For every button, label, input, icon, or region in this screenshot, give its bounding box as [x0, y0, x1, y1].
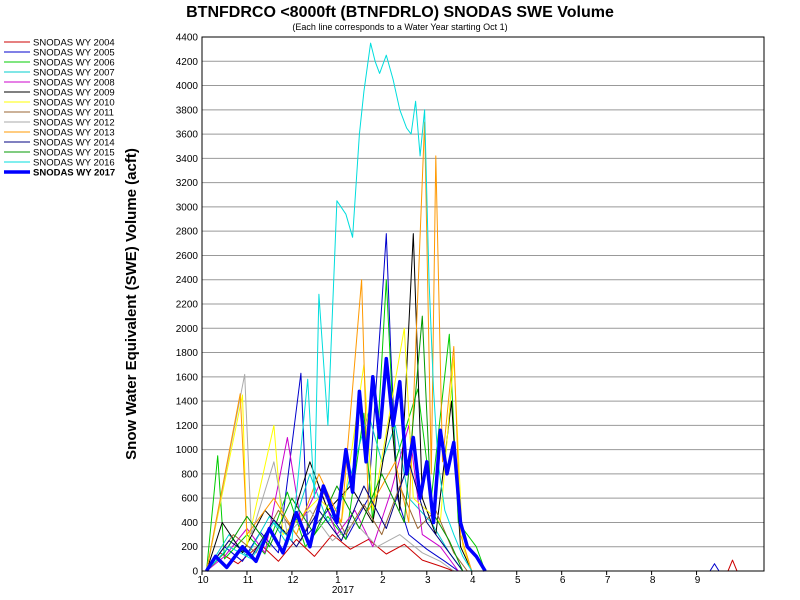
plot-area-frame — [201, 36, 765, 572]
legend-entry-label: SNODAS WY 2005 — [33, 48, 115, 59]
x-tick-label: 7 — [605, 575, 611, 586]
y-tick-label: 3400 — [176, 154, 199, 165]
x-tick-label: 1 — [335, 575, 341, 586]
y-tick-label: 4200 — [176, 57, 199, 68]
y-tick-label: 3000 — [176, 202, 199, 213]
chart-subtitle: (Each line corresponds to a Water Year s… — [292, 22, 507, 32]
y-tick-label: 400 — [181, 518, 198, 529]
legend-entry-label: SNODAS WY 2013 — [33, 128, 115, 139]
y-tick-label: 600 — [181, 494, 198, 505]
series-line-snodas-wy-2009 — [206, 233, 473, 572]
series-line-snodas-wy-2012 — [206, 373, 455, 572]
y-tick-label: 3600 — [176, 130, 199, 141]
x-tick-labels: 10 11 12 1 2 3 4 5 6 7 8 9 — [197, 571, 701, 586]
y-tick-label: 2800 — [176, 227, 199, 238]
y-tick-label: 2600 — [176, 251, 199, 262]
x-tick-label: 2 — [380, 575, 386, 586]
y-tick-labels: 0 200 400 600 800 1000 1200 1400 1600 1800 2000 220… — [176, 33, 199, 578]
legend-entry-label: SNODAS WY 2014 — [33, 138, 115, 149]
y-tick-label: 1400 — [176, 397, 199, 408]
x-axis-year-label: 2017 — [332, 585, 355, 596]
y-tick-label: 0 — [192, 567, 198, 578]
legend-entry-label: SNODAS WY 2016 — [33, 158, 115, 169]
y-tick-label: 1600 — [176, 372, 199, 383]
x-tick-label: 3 — [425, 575, 431, 586]
y-tick-label: 1000 — [176, 445, 199, 456]
y-tick-label: 800 — [181, 469, 198, 480]
legend-entry-label: SNODAS WY 2004 — [33, 38, 115, 49]
y-tick-label: 4000 — [176, 81, 199, 92]
x-tick-label: 11 — [243, 575, 254, 586]
legend-entry-label: SNODAS WY 2009 — [33, 88, 115, 99]
legend-entry-label: SNODAS WY 2017 — [33, 168, 115, 179]
y-tick-label: 200 — [181, 542, 198, 553]
x-tick-label: 12 — [287, 575, 299, 586]
legend-entry-label: SNODAS WY 2015 — [33, 148, 115, 159]
series-line-snodas-wy-2005 — [206, 233, 720, 572]
legend-entry-label: SNODAS WY 2008 — [33, 78, 115, 89]
legend-entry-label: SNODAS WY 2006 — [33, 58, 115, 69]
x-tick-label: 9 — [695, 575, 701, 586]
y-tick-label: 2000 — [176, 324, 199, 335]
x-tick-label: 4 — [470, 575, 476, 586]
legend-entry-label: SNODAS WY 2007 — [33, 68, 115, 79]
y-tick-label: 4400 — [176, 33, 199, 44]
x-tick-label: 6 — [560, 575, 566, 586]
y-tick-label: 1800 — [176, 348, 199, 359]
x-tick-label: 8 — [650, 575, 656, 586]
y-axis-label: Snow Water Equivalent (SWE) Volume (acft… — [123, 148, 140, 460]
y-tick-label: 1200 — [176, 421, 199, 432]
series-lines — [205, 42, 738, 572]
y-tick-label: 2400 — [176, 275, 199, 286]
series-line-snodas-wy-2016 — [206, 42, 473, 572]
legend-entry-label: SNODAS WY 2012 — [33, 118, 115, 129]
series-line-snodas-wy-2017 — [205, 356, 487, 572]
y-tick-label: 3200 — [176, 178, 199, 189]
y-tick-label: 2200 — [176, 300, 199, 311]
chart-title: BTNFDRCO <8000ft (BTNFDRLO) SNODAS SWE V… — [186, 4, 614, 21]
y-tick-label: 3800 — [176, 105, 199, 116]
series-line-snodas-wy-2013 — [206, 121, 473, 572]
x-tick-label: 5 — [515, 575, 521, 586]
x-tick-label: 10 — [197, 575, 209, 586]
legend-entry-label: SNODAS WY 2010 — [33, 98, 115, 109]
legend-entry-label: SNODAS WY 2011 — [33, 108, 114, 119]
